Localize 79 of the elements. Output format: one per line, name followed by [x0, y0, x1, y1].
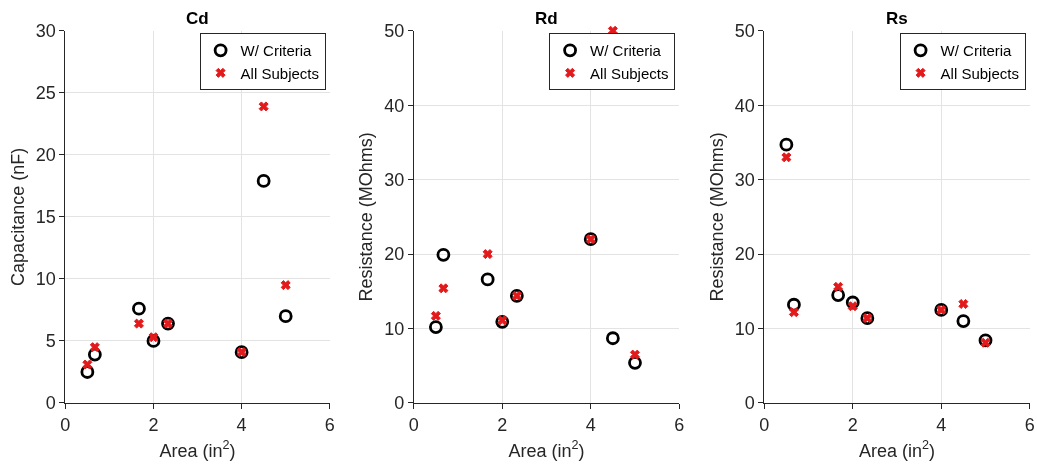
y-tick-label: 30: [734, 169, 755, 190]
x-tick-label: 6: [1024, 414, 1035, 435]
chart-title: Cd: [186, 9, 209, 28]
y-tick-label: 15: [35, 207, 56, 228]
y-tick-label: 10: [35, 269, 56, 290]
y-tick-label: 10: [384, 318, 405, 339]
x-tick-label: 4: [585, 414, 596, 435]
x-tick-label: 2: [497, 414, 508, 435]
point: [980, 337, 991, 348]
chart-title: Rs: [886, 9, 908, 28]
point: [438, 283, 449, 294]
x-tick-label: 2: [148, 414, 159, 435]
x-tick-label: 0: [60, 414, 71, 435]
point: [280, 280, 291, 291]
y-tick-label: 5: [45, 331, 56, 352]
x-axis-title: Area (in$^{2}$): [159, 438, 236, 461]
legend-label: W/ Criteria: [590, 42, 662, 60]
point: [833, 281, 844, 292]
point: [146, 334, 161, 348]
point: [629, 349, 641, 360]
point: [430, 310, 441, 321]
x-tick-label: 6: [324, 414, 335, 435]
x-tick-label: 0: [759, 414, 770, 435]
y-tick-label: 50: [384, 21, 405, 42]
x-axis-title: Area (in$^{2}$): [858, 438, 936, 461]
chart-title: Rd: [535, 9, 558, 28]
point: [788, 307, 799, 318]
x-axis-title: Area (in$^{2}$): [508, 438, 585, 461]
y-tick-label: 20: [35, 145, 56, 166]
y-tick-label: 0: [744, 393, 755, 414]
point: [87, 347, 102, 362]
y-tick-label: 0: [394, 393, 405, 414]
point: [132, 301, 146, 316]
y-axis-title: Resistance (MOhms): [706, 132, 727, 302]
y-tick-label: 10: [734, 318, 755, 339]
y-tick-label: 0: [45, 393, 56, 414]
y-tick-label: 40: [384, 95, 405, 116]
y-tick-label: 25: [35, 83, 56, 104]
x-tick-label: 0: [408, 414, 419, 435]
point: [133, 318, 144, 329]
x-tick-label: 4: [936, 414, 947, 435]
point: [787, 297, 801, 312]
point: [779, 137, 794, 152]
y-tick-label: 20: [734, 244, 755, 265]
point: [958, 298, 969, 309]
y-tick-label: 50: [734, 21, 755, 42]
legend-label: W/ Criteria: [940, 42, 1013, 60]
point: [482, 249, 493, 260]
y-tick-label: 30: [35, 21, 56, 42]
point: [82, 359, 93, 370]
y-tick-label: 30: [384, 169, 405, 190]
point: [80, 365, 95, 379]
x-tick-label: 2: [847, 414, 858, 435]
point: [956, 314, 971, 328]
legend-label: All Subjects: [590, 64, 669, 82]
y-tick-label: 20: [384, 244, 405, 265]
point: [605, 331, 620, 346]
y-tick-label: 40: [734, 95, 755, 116]
point: [148, 332, 159, 343]
point: [845, 295, 860, 310]
point: [89, 342, 100, 353]
y-axis-title: Resistance (MOhms): [356, 132, 377, 302]
point: [781, 152, 792, 163]
point: [256, 173, 271, 188]
point: [978, 333, 993, 348]
legend-label: W/ Criteria: [240, 42, 313, 60]
point: [847, 301, 858, 312]
x-tick-label: 4: [236, 414, 247, 435]
x-tick-label: 6: [674, 414, 685, 435]
point: [436, 247, 451, 262]
point: [258, 101, 269, 112]
legend-label: All Subjects: [240, 64, 319, 82]
point: [480, 272, 495, 287]
point: [428, 320, 443, 334]
point: [278, 309, 293, 324]
point: [628, 355, 642, 370]
point: [831, 288, 846, 302]
legend-label: All Subjects: [940, 64, 1019, 82]
y-axis-title: Capacitance (nF): [7, 147, 28, 286]
